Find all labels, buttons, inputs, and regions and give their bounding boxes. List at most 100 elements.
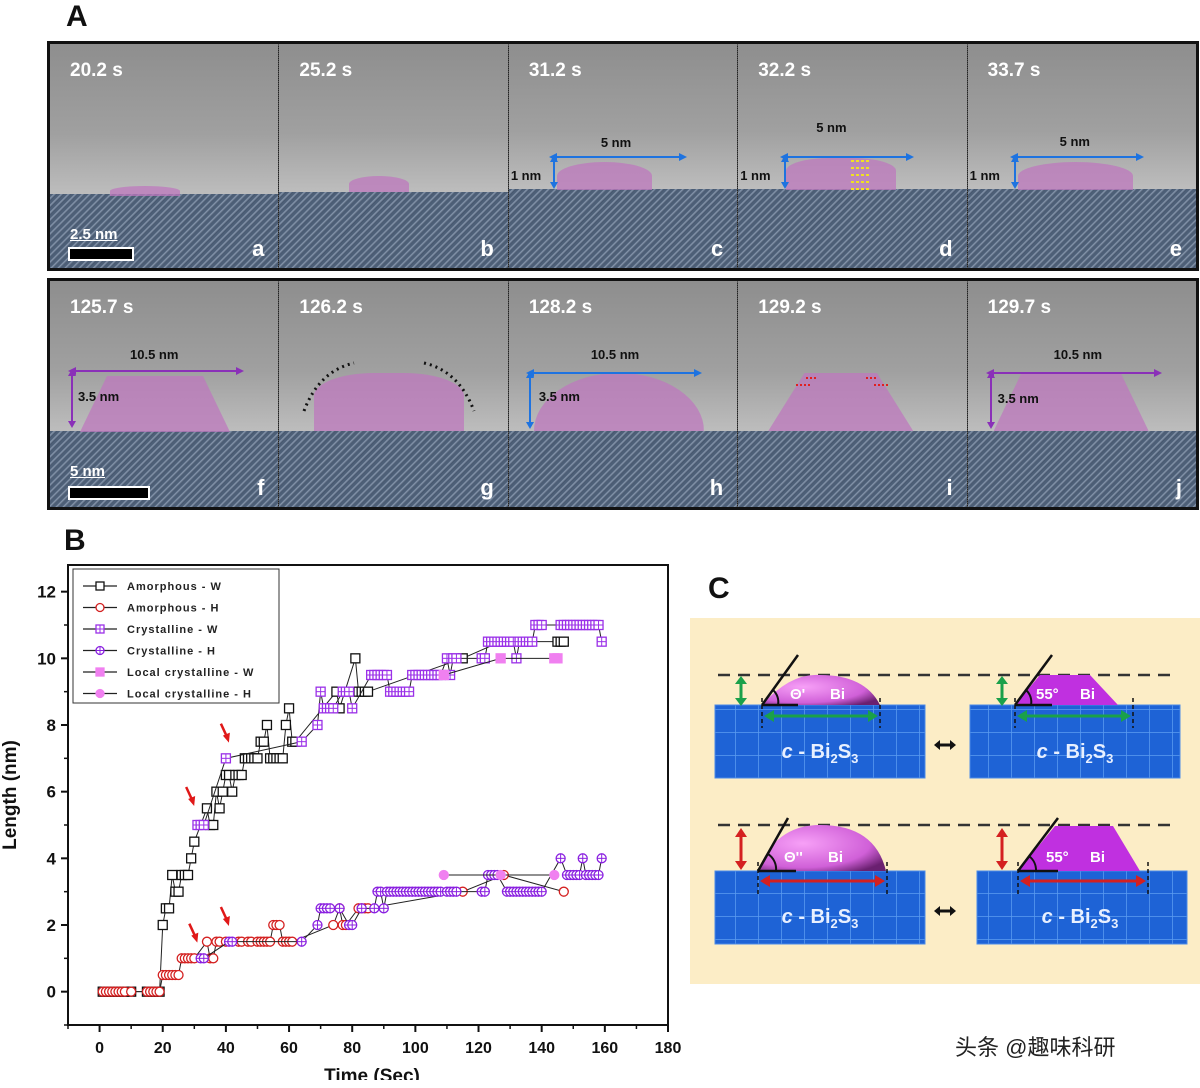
series-layer [97, 619, 607, 997]
data-point [328, 703, 339, 714]
step-markers [796, 377, 889, 386]
width-label: 5 nm [1059, 134, 1090, 149]
measure-arrows [548, 153, 687, 189]
wetting-schematic-svg: Θ' Bi c - Bi2S3 55° Bi c - Bi2S3 Θ'' Bi … [714, 654, 1188, 945]
y-tick-label: 10 [37, 649, 56, 668]
height-label: 1 nm [969, 168, 1000, 183]
data-point [163, 903, 175, 914]
data-point [438, 869, 449, 881]
height-label: 3.5 nm [78, 389, 120, 404]
bi-droplet-bottom-left [758, 825, 886, 871]
data-point [403, 686, 415, 697]
contact-angle-label: Θ'' [784, 849, 803, 866]
red-arrow-annotation [188, 923, 199, 943]
data-point [536, 619, 547, 631]
y-tick-label: 12 [37, 583, 56, 602]
x-tick-label: 160 [591, 1040, 618, 1057]
x-tick-label: 120 [465, 1040, 492, 1057]
substrate-label: c - Bi2S3 [1037, 741, 1114, 766]
data-point [95, 645, 105, 656]
frame-label: g [480, 475, 494, 500]
substrate-label: c - Bi2S3 [782, 906, 859, 931]
width-label: 10.5 nm [130, 347, 179, 362]
legend-label: Amorphous - W [127, 581, 222, 593]
annotation-arrows [185, 723, 230, 943]
frame-time: 33.7 s [987, 60, 1041, 81]
legend-item: Amorphous - H [83, 603, 218, 615]
data-point [527, 636, 538, 647]
y-tick-label: 8 [47, 716, 56, 735]
x-axis-ticks: 0 20 40 60 80 100 120 140 160 180 [67, 1025, 681, 1057]
substrate-label: c - Bi2S3 [1042, 906, 1119, 931]
frame-time: 129.7 s [987, 297, 1052, 318]
frame-label: h [709, 475, 724, 500]
data-point [369, 903, 380, 914]
measure-arrows [68, 367, 244, 428]
frame-time: 125.7 s [70, 297, 134, 318]
data-point [558, 886, 569, 897]
data-point [208, 819, 219, 831]
contact-angle-label: 55° [1046, 849, 1069, 866]
data-point [479, 653, 490, 664]
x-axis-label: Time (Sec) [324, 1066, 420, 1080]
series-local-crystalline-w [438, 653, 563, 681]
width-label: 5 nm [600, 135, 632, 150]
height-label: 3.5 nm [997, 391, 1039, 406]
liquid-outline-markers [303, 361, 476, 412]
contact-angle-label: Θ' [790, 686, 805, 703]
tem-frame-h: 10.5 nm 3.5 nm 128.2 s h [508, 281, 739, 507]
measure-arrows [525, 369, 702, 429]
tem-strip-row2: 10.5 nm 3.5 nm 125.7 s 5 nm f 126.2 s g … [47, 278, 1199, 510]
data-point [593, 869, 604, 881]
scale-bar [68, 486, 150, 500]
tem-frame-i: 129.2 s i [738, 281, 968, 507]
legend-item: Local crystalline - W [83, 667, 253, 679]
x-tick-label: 100 [402, 1040, 429, 1057]
x-tick-label: 20 [154, 1040, 172, 1057]
material-label: Bi [828, 849, 843, 866]
frame-time: 129.2 s [758, 297, 822, 318]
data-point [252, 753, 263, 764]
data-point [201, 803, 213, 814]
series-amorphous-w [97, 636, 569, 997]
data-point [451, 886, 462, 897]
bi-crystal-top-right [1015, 675, 1118, 705]
data-point [328, 919, 339, 931]
data-point [356, 903, 367, 914]
height-label: 1 nm [510, 168, 542, 183]
data-point [154, 986, 165, 997]
data-point [378, 903, 389, 914]
frame-time: 128.2 s [528, 297, 593, 318]
tem-frame-a: 20.2 s 2.5 nm a [50, 44, 280, 268]
width-label: 10.5 nm [1053, 347, 1103, 362]
data-point [343, 686, 355, 697]
red-arrow-annotation [219, 906, 230, 926]
panel-a-letter: A [66, 0, 88, 33]
data-point [315, 686, 326, 697]
tem-frame-j: 10.5 nm 3.5 nm 129.7 s j [967, 281, 1197, 507]
frame-time: 32.2 s [758, 60, 812, 81]
data-point [189, 836, 200, 847]
data-point [167, 869, 178, 881]
data-point [283, 703, 295, 714]
data-point [157, 919, 168, 931]
data-point [362, 686, 374, 697]
length-vs-time-chart: 0 20 40 60 80 100 120 140 160 180 0 2 4 6 8 10 12 Time … [0, 564, 681, 1080]
width-label: 10.5 nm [590, 347, 640, 362]
frame-label: b [480, 236, 494, 261]
data-point [214, 803, 225, 814]
data-point [536, 886, 547, 897]
data-point [182, 869, 194, 881]
wetting-schematic: Θ' Bi c - Bi2S3 55° Bi c - Bi2S3 Θ'' Bi … [690, 618, 1200, 984]
data-point [277, 753, 288, 764]
y-tick-label: 4 [47, 849, 57, 868]
series-local-crystalline-h [438, 869, 560, 881]
x-tick-label: 0 [95, 1040, 104, 1057]
data-point [217, 786, 228, 797]
tem-frame-e: 5 nm 1 nm 33.7 s e [967, 44, 1197, 268]
data-point [208, 953, 219, 964]
material-label: Bi [830, 686, 845, 703]
material-label: Bi [1090, 849, 1105, 866]
frame-label: d [939, 236, 953, 261]
tem-frame-b: 25.2 s b [279, 44, 509, 268]
